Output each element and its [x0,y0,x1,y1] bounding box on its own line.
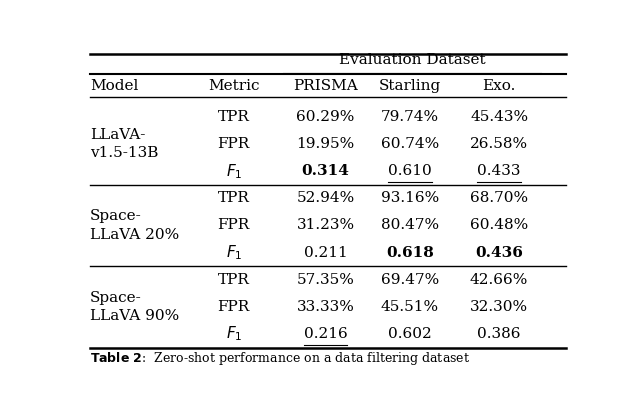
Text: 45.43%: 45.43% [470,110,528,124]
Text: 0.433: 0.433 [477,164,521,178]
Text: 32.30%: 32.30% [470,300,528,314]
Text: 60.74%: 60.74% [381,137,439,151]
Text: 93.16%: 93.16% [381,191,439,205]
Text: 57.35%: 57.35% [296,273,355,287]
Text: 0.314: 0.314 [301,164,349,178]
Text: 45.51%: 45.51% [381,300,439,314]
Text: FPR: FPR [218,218,250,232]
Text: 26.58%: 26.58% [470,137,528,151]
Text: Space-
LLaVA 20%: Space- LLaVA 20% [90,209,179,242]
Text: LLaVA-
v1.5-13B: LLaVA- v1.5-13B [90,128,158,160]
Text: 0.216: 0.216 [303,327,348,341]
Text: FPR: FPR [218,300,250,314]
Text: TPR: TPR [218,191,250,205]
Text: 79.74%: 79.74% [381,110,439,124]
Text: 69.47%: 69.47% [381,273,439,287]
Text: $\bf{Table\ 2}$:  Zero-shot performance on a data filtering dataset: $\bf{Table\ 2}$: Zero-shot performance o… [90,350,470,368]
Text: $F_1$: $F_1$ [225,162,242,180]
Text: TPR: TPR [218,110,250,124]
Text: 68.70%: 68.70% [470,191,528,205]
Text: $F_1$: $F_1$ [225,243,242,262]
Text: TPR: TPR [218,273,250,287]
Text: $F_1$: $F_1$ [225,324,242,343]
Text: Exo.: Exo. [483,78,516,92]
Text: 52.94%: 52.94% [296,191,355,205]
Text: 60.29%: 60.29% [296,110,355,124]
Text: 0.386: 0.386 [477,327,521,341]
Text: Space-
LLaVA 90%: Space- LLaVA 90% [90,290,179,323]
Text: 0.436: 0.436 [475,246,523,260]
Text: 31.23%: 31.23% [296,218,355,232]
Text: 80.47%: 80.47% [381,218,439,232]
Text: 60.48%: 60.48% [470,218,528,232]
Text: 19.95%: 19.95% [296,137,355,151]
Text: 0.610: 0.610 [388,164,432,178]
Text: 33.33%: 33.33% [296,300,355,314]
Text: Evaluation Dataset: Evaluation Dataset [339,53,486,67]
Text: 0.211: 0.211 [303,246,348,260]
Text: 0.618: 0.618 [386,246,434,260]
Text: Metric: Metric [208,78,259,92]
Text: PRISMA: PRISMA [293,78,358,92]
Text: 42.66%: 42.66% [470,273,528,287]
Text: Starling: Starling [379,78,441,92]
Text: 0.602: 0.602 [388,327,432,341]
Text: FPR: FPR [218,137,250,151]
Text: Model: Model [90,78,138,92]
